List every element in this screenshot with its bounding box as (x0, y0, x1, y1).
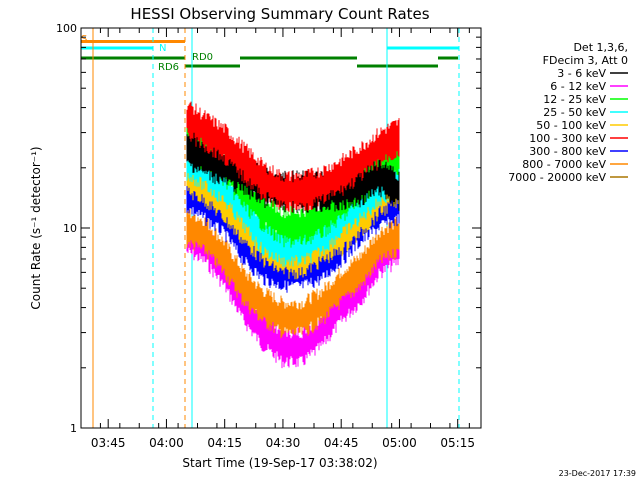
legend-label: 6 - 12 keV (550, 80, 606, 93)
chart-title: HESSI Observing Summary Count Rates (130, 5, 429, 23)
legend-label: 25 - 50 keV (543, 106, 606, 119)
x-tick-label: 03:45 (91, 436, 126, 450)
y-tick-label: 10 (63, 222, 77, 235)
y-tick-label: 1 (70, 422, 77, 435)
legend-label: 12 - 25 keV (543, 93, 606, 106)
flag-rd0-label: RD0 (192, 52, 213, 63)
flag-rd6-label: RD6 (158, 62, 179, 73)
x-axis: 03:45 04:00 04:15 04:30 04:45 05:00 05:15 (80, 28, 475, 450)
flag-bars: S N RD0 RD6 (81, 34, 459, 73)
x-tick-label: 05:15 (440, 436, 475, 450)
series-trace (186, 206, 400, 339)
series-layer (186, 101, 400, 369)
y-axis: 1 10 100 (56, 22, 481, 435)
flag-s-label: S (81, 34, 87, 45)
series-trace (186, 101, 400, 213)
legend-header-1: Det 1,3,6, (573, 41, 628, 54)
y-axis-label: Count Rate (s⁻¹ detector⁻¹) (29, 146, 43, 309)
legend-label: 300 - 800 keV (529, 145, 606, 158)
x-tick-label: 04:45 (324, 436, 359, 450)
legend-label: 7000 - 20000 keV (508, 171, 606, 184)
x-tick-label: 04:15 (207, 436, 242, 450)
x-tick-label: 04:00 (149, 436, 184, 450)
date-stamp: 23-Dec-2017 17:39 (559, 469, 636, 478)
legend-label: 50 - 100 keV (536, 119, 606, 132)
legend-label: 800 - 7000 keV (522, 158, 606, 171)
x-tick-label: 04:30 (266, 436, 301, 450)
y-tick-label: 100 (56, 22, 77, 35)
flag-n-label: N (159, 43, 166, 54)
x-axis-label: Start Time (19-Sep-17 03:38:02) (182, 456, 377, 470)
legend-label: 3 - 6 keV (557, 67, 606, 80)
legend-label: 100 - 300 keV (529, 132, 606, 145)
x-tick-label: 05:00 (382, 436, 417, 450)
legend-header-2: FDecim 3, Att 0 (543, 54, 628, 67)
